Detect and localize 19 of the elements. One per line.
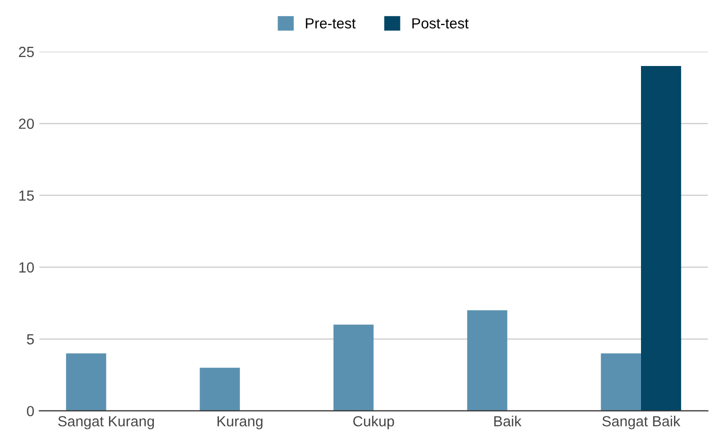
- x-tick-label: Baik: [494, 416, 522, 426]
- x-tick-label: Sangat Baik: [602, 416, 680, 430]
- bar: [600, 353, 641, 411]
- legend-label: Post-test: [412, 18, 469, 28]
- bar: [641, 66, 682, 411]
- y-tick-label: 25: [18, 46, 34, 58]
- bar: [66, 353, 106, 411]
- y-tick-label: 0: [26, 406, 34, 416]
- legend-label: Pre-test: [306, 18, 356, 28]
- y-tick-label: 10: [19, 262, 34, 273]
- x-tick-label: Kurang: [218, 416, 262, 430]
- bar: [333, 324, 374, 411]
- y-tick-label: 5: [26, 334, 34, 344]
- bar: [467, 310, 508, 411]
- x-tick-label: Sangat Kurang: [58, 416, 154, 430]
- bar: [200, 368, 240, 411]
- x-tick-label: Cukup: [353, 416, 394, 430]
- y-tick-label: 20: [18, 118, 34, 129]
- y-tick-label: 15: [19, 190, 34, 201]
